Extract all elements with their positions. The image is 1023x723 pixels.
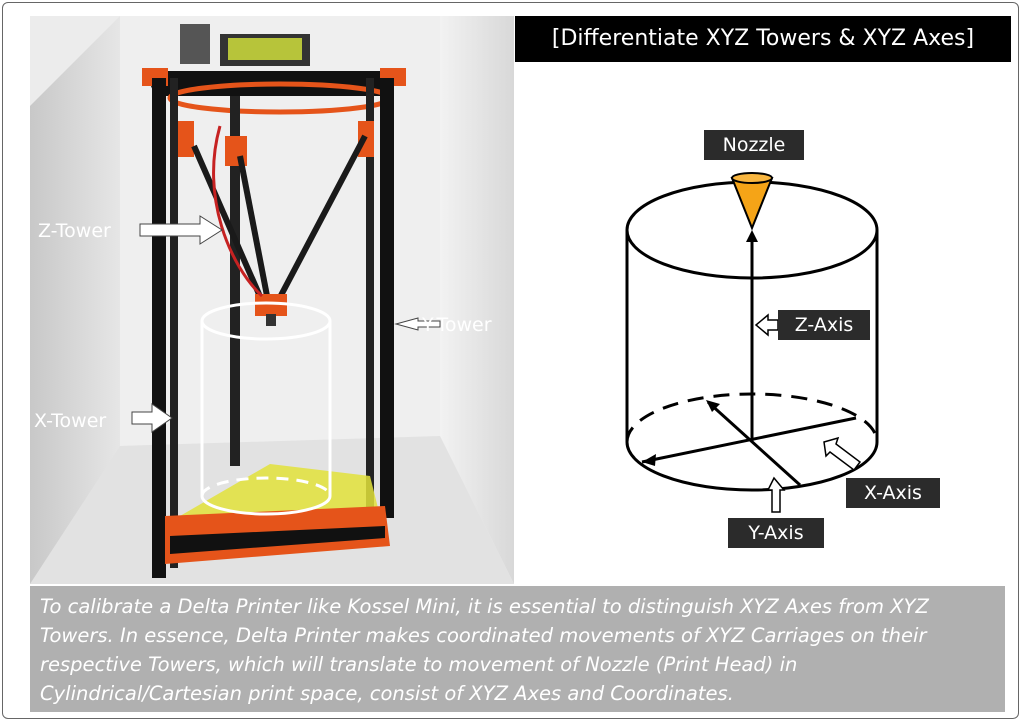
z-tower-arrow [139,215,223,245]
y-tower-arrow [394,317,441,331]
x-axis-pointer [823,436,862,472]
x-carriage [178,121,194,157]
arm-z [237,155,271,302]
z-tower-rail [230,96,240,466]
y-tower-rail-inner [366,78,374,508]
x-axis-arrowhead [642,454,656,466]
arm-y [275,134,368,303]
lcd-screen [228,38,302,60]
right-wall [440,16,514,584]
printer-illustration [30,16,514,584]
overlay-cylinder-bottom-back [200,476,332,497]
figure-title: [Differentiate XYZ Towers & XYZ Axes] [515,16,1011,62]
y-axis-arrowhead [706,400,720,412]
printer-photo [30,16,514,584]
x-tower-arrow [131,403,173,433]
y-axis-label: Y-Axis [728,518,824,548]
z-tower-label: Z-Tower [38,220,111,242]
bowden-tube [212,125,264,298]
hotend [266,314,276,326]
effector [255,294,287,316]
nozzle-cone [730,177,774,231]
z-axis-label: Z-Axis [778,310,870,340]
nozzle-label: Nozzle [704,130,804,160]
y-axis-pointer [766,476,786,513]
cylinder-bottom-front [625,441,879,492]
y-axis-line [706,400,802,487]
controller-board [180,24,210,64]
caption-text: To calibrate a Delta Printer like Kossel… [30,586,1005,712]
arm-x [191,144,265,303]
z-axis-pointer [754,313,779,337]
y-tower-label: Y-Tower [422,314,492,336]
nozzle-top [731,172,773,184]
base-rail [170,526,385,554]
overlay-cylinder-bottom-front [200,495,332,516]
x-axis-label: X-Axis [846,478,940,508]
axes-diagram-svg [625,172,879,513]
z-axis-arrowhead [746,230,758,242]
axes-diagram [560,120,1020,560]
left-wall [30,16,120,584]
x-tower-rail-inner [170,78,178,568]
y-tower-rail [380,78,394,518]
x-tower-label: X-Tower [34,410,107,432]
x-tower-rail [152,78,166,578]
